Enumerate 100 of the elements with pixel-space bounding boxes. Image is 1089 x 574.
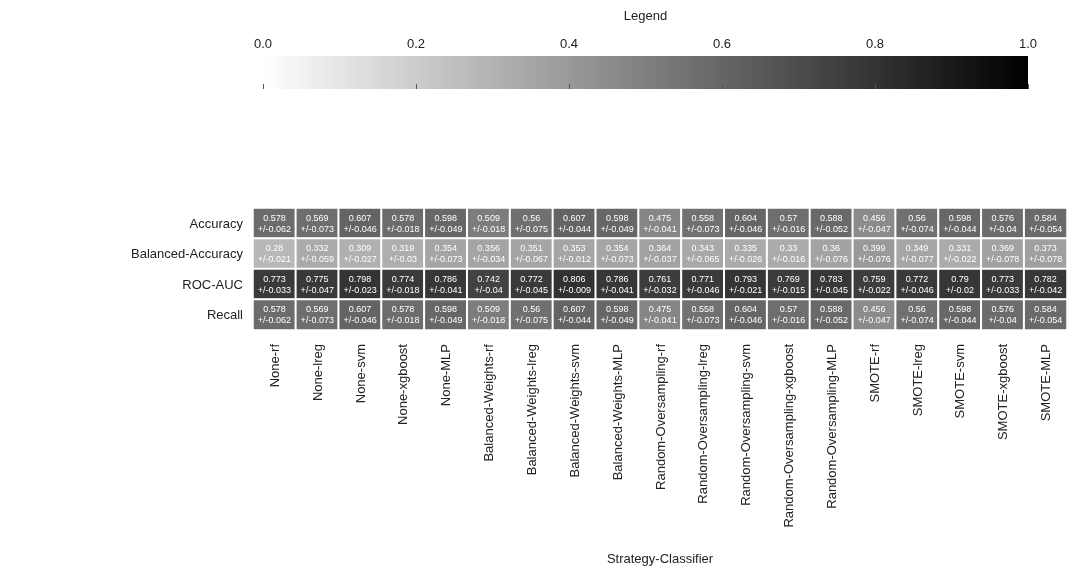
data-label: 0.309 +/-0.027	[343, 243, 377, 265]
y-tick-label: Recall	[206, 307, 244, 323]
data-label: 0.769 +/-0.015	[771, 273, 806, 295]
x-tick-label: None-rf	[266, 343, 282, 388]
data-label: 0.761 +/-0.032	[643, 273, 677, 295]
color-bar-label: 0.8	[865, 36, 885, 51]
data-label: 0.786 +/-0.041	[600, 273, 634, 295]
data-label: 0.578 +/-0.062	[257, 212, 292, 234]
data-label: 0.607 +/-0.044	[557, 212, 591, 234]
x-tick-label: Random-Oversampling-xgboost	[781, 343, 797, 528]
x-tick-label: Random-Oversampling-rf	[652, 343, 668, 490]
data-label: 0.569 +/-0.073	[300, 212, 334, 234]
data-label: 0.56 +/-0.074	[900, 304, 934, 326]
data-label: 0.806 +/-0.009	[557, 273, 591, 295]
x-tick-label: Random-Oversampling-MLP	[823, 344, 839, 509]
x-tick-label: SMOTE-svm	[952, 344, 968, 419]
data-label: 0.509 +/-0.018	[471, 304, 506, 326]
data-label: 0.598 +/-0.049	[429, 212, 463, 234]
x-tick-label: None-svm	[352, 344, 368, 404]
data-label: 0.786 +/-0.041	[429, 273, 463, 295]
data-label: 0.759 +/-0.022	[857, 273, 891, 295]
data-label: 0.588 +/-0.052	[814, 304, 849, 326]
data-label: 0.56 +/-0.075	[514, 212, 549, 234]
data-label: 0.356 +/-0.034	[471, 243, 506, 265]
data-label: 0.456 +/-0.047	[857, 304, 891, 326]
data-label: 0.604 +/-0.046	[729, 212, 763, 234]
data-label: 0.773 +/-0.033	[986, 273, 1020, 295]
y-tick-label: ROC-AUC	[182, 276, 243, 292]
x-tick-label: Balanced-Weights-svm	[566, 344, 582, 478]
x-tick-label: Balanced-Weights-MLP	[609, 344, 625, 481]
x-axis-title: Strategy-Classifier	[606, 551, 714, 566]
data-label: 0.373 +/-0.078	[1028, 243, 1063, 265]
color-bar-label: 0.4	[559, 36, 579, 51]
color-bar-title: Legend	[623, 8, 668, 23]
data-label: 0.588 +/-0.052	[814, 212, 849, 234]
data-label: 0.607 +/-0.044	[557, 304, 591, 326]
data-label: 0.578 +/-0.018	[386, 304, 420, 326]
data-label: 0.364 +/-0.037	[643, 243, 677, 265]
data-label: 0.578 +/-0.018	[386, 212, 420, 234]
data-label: 0.771 +/-0.046	[686, 273, 720, 295]
data-label: 0.36 +/-0.076	[814, 243, 849, 265]
data-label: 0.349 +/-0.077	[900, 243, 934, 265]
x-tick-label: Balanced-Weights-rf	[481, 343, 497, 462]
data-label: 0.598 +/-0.049	[600, 212, 634, 234]
data-label: 0.793 +/-0.021	[729, 273, 763, 295]
x-tick-label: None-xgboost	[395, 343, 411, 425]
data-label: 0.369 +/-0.078	[986, 243, 1020, 265]
data-label: 0.354 +/-0.073	[429, 243, 463, 265]
data-label: 0.558 +/-0.073	[686, 304, 720, 326]
data-label: 0.772 +/-0.045	[514, 273, 549, 295]
data-label: 0.331 +/-0.022	[943, 243, 977, 265]
data-label: 0.584 +/-0.054	[1028, 212, 1063, 234]
data-label: 0.607 +/-0.046	[343, 212, 377, 234]
y-tick-label: Accuracy	[189, 215, 244, 231]
data-label: 0.584 +/-0.054	[1028, 304, 1063, 326]
data-label: 0.57 +/-0.016	[771, 304, 806, 326]
data-label: 0.558 +/-0.073	[686, 212, 720, 234]
data-label: 0.782 +/-0.042	[1028, 273, 1063, 295]
x-tick-label: Random-Oversampling-svm	[738, 344, 754, 506]
data-label: 0.576 +/-0.04	[988, 304, 1017, 326]
y-tick-label: Balanced-Accuracy	[131, 246, 244, 262]
x-tick-label: None-MLP	[438, 344, 454, 407]
data-label: 0.774 +/-0.018	[386, 273, 420, 295]
data-label: 0.351 +/-0.067	[514, 243, 549, 265]
data-label: 0.509 +/-0.018	[471, 212, 506, 234]
data-label: 0.569 +/-0.073	[300, 304, 334, 326]
data-label: 0.475 +/-0.041	[643, 304, 677, 326]
color-bar-label: 0.2	[406, 36, 426, 51]
data-label: 0.57 +/-0.016	[771, 212, 806, 234]
x-tick-label: SMOTE-rf	[866, 343, 882, 403]
data-label: 0.56 +/-0.074	[900, 212, 934, 234]
data-label: 0.343 +/-0.065	[686, 243, 720, 265]
data-label: 0.598 +/-0.044	[943, 304, 977, 326]
data-label: 0.456 +/-0.047	[857, 212, 891, 234]
data-label: 0.598 +/-0.049	[600, 304, 634, 326]
x-tick-label: None-lreg	[309, 344, 325, 402]
data-label: 0.335 +/-0.026	[729, 243, 763, 265]
data-label: 0.783 +/-0.045	[814, 273, 849, 295]
data-label: 0.353 +/-0.012	[557, 243, 591, 265]
color-bar-label: 0.0	[253, 36, 273, 51]
data-label: 0.775 +/-0.047	[300, 273, 334, 295]
data-label: 0.576 +/-0.04	[988, 212, 1017, 234]
data-label: 0.33 +/-0.016	[771, 243, 806, 265]
x-tick-label: Balanced-Weights-lreg	[523, 344, 539, 476]
data-label: 0.79 +/-0.02	[945, 273, 975, 295]
data-label: 0.773 +/-0.033	[257, 273, 292, 295]
x-tick-label: SMOTE-MLP	[1038, 344, 1054, 422]
data-label: 0.319 +/-0.03	[388, 243, 418, 265]
data-label: 0.598 +/-0.049	[429, 304, 463, 326]
color-bar-label: 1.0	[1018, 36, 1038, 51]
data-label: 0.28 +/-0.021	[257, 243, 292, 265]
data-label: 0.742 +/-0.04	[474, 273, 503, 295]
data-label: 0.604 +/-0.046	[729, 304, 763, 326]
color-bar-label: 0.6	[712, 36, 732, 51]
data-label: 0.354 +/-0.073	[600, 243, 634, 265]
data-label: 0.578 +/-0.062	[257, 304, 292, 326]
data-label: 0.598 +/-0.044	[943, 212, 977, 234]
x-tick-label: SMOTE-xgboost	[995, 343, 1011, 441]
data-label: 0.475 +/-0.041	[643, 212, 677, 234]
data-label: 0.332 +/-0.059	[300, 243, 334, 265]
